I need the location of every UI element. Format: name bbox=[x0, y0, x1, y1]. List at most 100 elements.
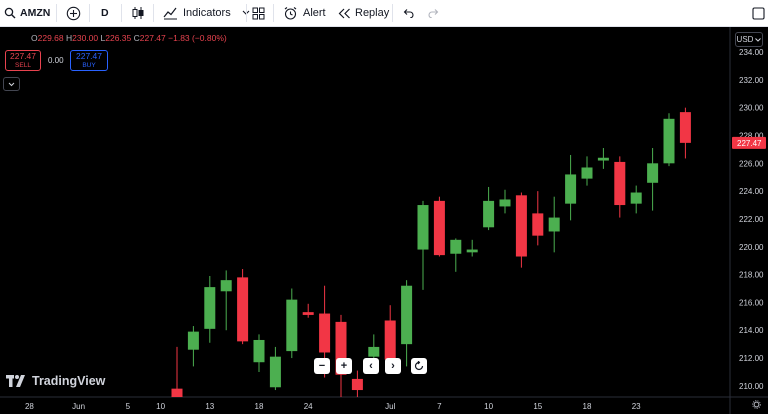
candle-body bbox=[597, 157, 609, 161]
sell-price: 227.47 bbox=[10, 51, 36, 61]
candle[interactable] bbox=[335, 314, 347, 397]
candle-body bbox=[417, 205, 429, 250]
candle[interactable] bbox=[483, 186, 495, 231]
time-tick-label: 13 bbox=[205, 402, 214, 411]
candle[interactable] bbox=[220, 270, 232, 331]
candle[interactable] bbox=[368, 334, 380, 359]
interval-button[interactable]: D bbox=[101, 0, 109, 26]
candle[interactable] bbox=[171, 346, 183, 397]
time-tick-label: 7 bbox=[437, 402, 442, 411]
collapse-legend-button[interactable] bbox=[3, 77, 20, 91]
currency-label: USD bbox=[736, 35, 754, 44]
candle[interactable] bbox=[565, 154, 577, 221]
candle-body bbox=[368, 346, 380, 357]
buy-label: BUY bbox=[82, 62, 96, 69]
zoom-in-button[interactable]: + bbox=[336, 358, 352, 374]
undo-button[interactable] bbox=[402, 0, 414, 26]
high-label: H bbox=[66, 33, 73, 43]
candle[interactable] bbox=[548, 196, 560, 253]
replay-label: Replay bbox=[355, 7, 390, 19]
candle-body bbox=[433, 200, 445, 256]
candle-body bbox=[679, 112, 691, 143]
candle[interactable] bbox=[351, 370, 363, 397]
price-tick-label: 210.00 bbox=[739, 382, 764, 391]
candle[interactable] bbox=[581, 156, 593, 186]
plus-circle-icon bbox=[66, 6, 81, 20]
symbol-search-button[interactable]: AMZN bbox=[4, 0, 50, 26]
candle[interactable] bbox=[597, 148, 609, 169]
candle[interactable] bbox=[253, 334, 265, 372]
candle-body bbox=[204, 287, 216, 329]
candle[interactable] bbox=[237, 269, 249, 345]
symbol-label: AMZN bbox=[20, 7, 51, 19]
time-tick-label: 23 bbox=[632, 402, 641, 411]
spread-value: 0.00 bbox=[48, 56, 64, 65]
candle[interactable] bbox=[417, 200, 429, 290]
buy-button[interactable]: 227.47 BUY bbox=[70, 50, 108, 71]
chevron-down-icon bbox=[755, 37, 762, 42]
buy-price: 227.47 bbox=[76, 51, 102, 61]
candle-body bbox=[630, 192, 642, 204]
time-axis[interactable]: 2228Jun510131824Jul710151823 bbox=[0, 402, 641, 411]
sell-button[interactable]: 227.47 SELL bbox=[5, 50, 41, 71]
candle[interactable] bbox=[450, 238, 462, 272]
price-tick-label: 226.00 bbox=[739, 159, 764, 168]
candle[interactable] bbox=[499, 189, 511, 214]
time-tick-label: 10 bbox=[156, 402, 165, 411]
sell-label: SELL bbox=[15, 62, 31, 69]
rewind-icon bbox=[338, 8, 350, 18]
gear-icon[interactable] bbox=[752, 400, 761, 409]
candle[interactable] bbox=[679, 107, 691, 159]
alert-label: Alert bbox=[303, 7, 326, 19]
last-price-label: 227.47 bbox=[737, 139, 762, 148]
candle-body bbox=[515, 195, 527, 257]
alarm-clock-icon bbox=[284, 6, 297, 20]
candle-body bbox=[286, 299, 298, 352]
candle[interactable] bbox=[433, 196, 445, 257]
scroll-right-button[interactable]: › bbox=[385, 358, 401, 374]
price-axis[interactable]: 210.00 212.00 214.00 216.00 218.00 220.00 222.… bbox=[739, 48, 764, 391]
candle-body bbox=[548, 217, 560, 232]
candle[interactable] bbox=[515, 192, 527, 268]
replay-button[interactable]: Replay bbox=[338, 0, 389, 26]
candle[interactable] bbox=[401, 280, 413, 367]
candle-body bbox=[565, 174, 577, 204]
price-tick-label: 220.00 bbox=[739, 243, 764, 252]
price-chart[interactable]: 210.00 212.00 214.00 216.00 218.00 220.00 222.… bbox=[0, 27, 768, 414]
time-tick-label: 15 bbox=[533, 402, 542, 411]
price-tick-label: 230.00 bbox=[739, 104, 764, 113]
time-tick-label: 28 bbox=[25, 402, 34, 411]
candle[interactable] bbox=[630, 185, 642, 214]
candle[interactable] bbox=[204, 275, 216, 343]
candle[interactable] bbox=[466, 239, 478, 257]
alert-button[interactable]: Alert bbox=[283, 0, 326, 26]
compare-button[interactable] bbox=[66, 0, 81, 26]
candle-body bbox=[450, 239, 462, 254]
candle-body bbox=[466, 249, 478, 253]
candle[interactable] bbox=[647, 148, 659, 211]
candle[interactable] bbox=[187, 326, 199, 367]
indicators-icon bbox=[163, 7, 177, 20]
reset-chart-button[interactable] bbox=[411, 358, 427, 374]
zoom-out-button[interactable]: − bbox=[314, 358, 330, 374]
candle[interactable] bbox=[286, 288, 298, 359]
price-tick-label: 228.00 bbox=[739, 131, 764, 140]
currency-selector[interactable]: USD bbox=[735, 32, 763, 47]
candle-body bbox=[401, 285, 413, 345]
brand-name: TradingView bbox=[32, 374, 106, 388]
candle[interactable] bbox=[302, 303, 314, 318]
tradingview-logo-icon bbox=[6, 375, 25, 387]
time-tick-label: 18 bbox=[583, 402, 592, 411]
candle[interactable] bbox=[614, 156, 626, 218]
candle[interactable] bbox=[532, 191, 544, 246]
chart-type-button[interactable] bbox=[131, 0, 145, 26]
candle[interactable] bbox=[269, 346, 281, 391]
candle[interactable] bbox=[663, 113, 675, 167]
candle-body bbox=[483, 200, 495, 228]
scroll-left-button[interactable]: ‹ bbox=[363, 358, 379, 374]
price-tick-label: 216.00 bbox=[739, 298, 764, 307]
layouts-button[interactable] bbox=[252, 0, 265, 26]
indicators-button[interactable]: Indicators bbox=[163, 0, 250, 26]
redo-button[interactable] bbox=[428, 0, 440, 26]
fullscreen-button[interactable] bbox=[752, 0, 765, 26]
